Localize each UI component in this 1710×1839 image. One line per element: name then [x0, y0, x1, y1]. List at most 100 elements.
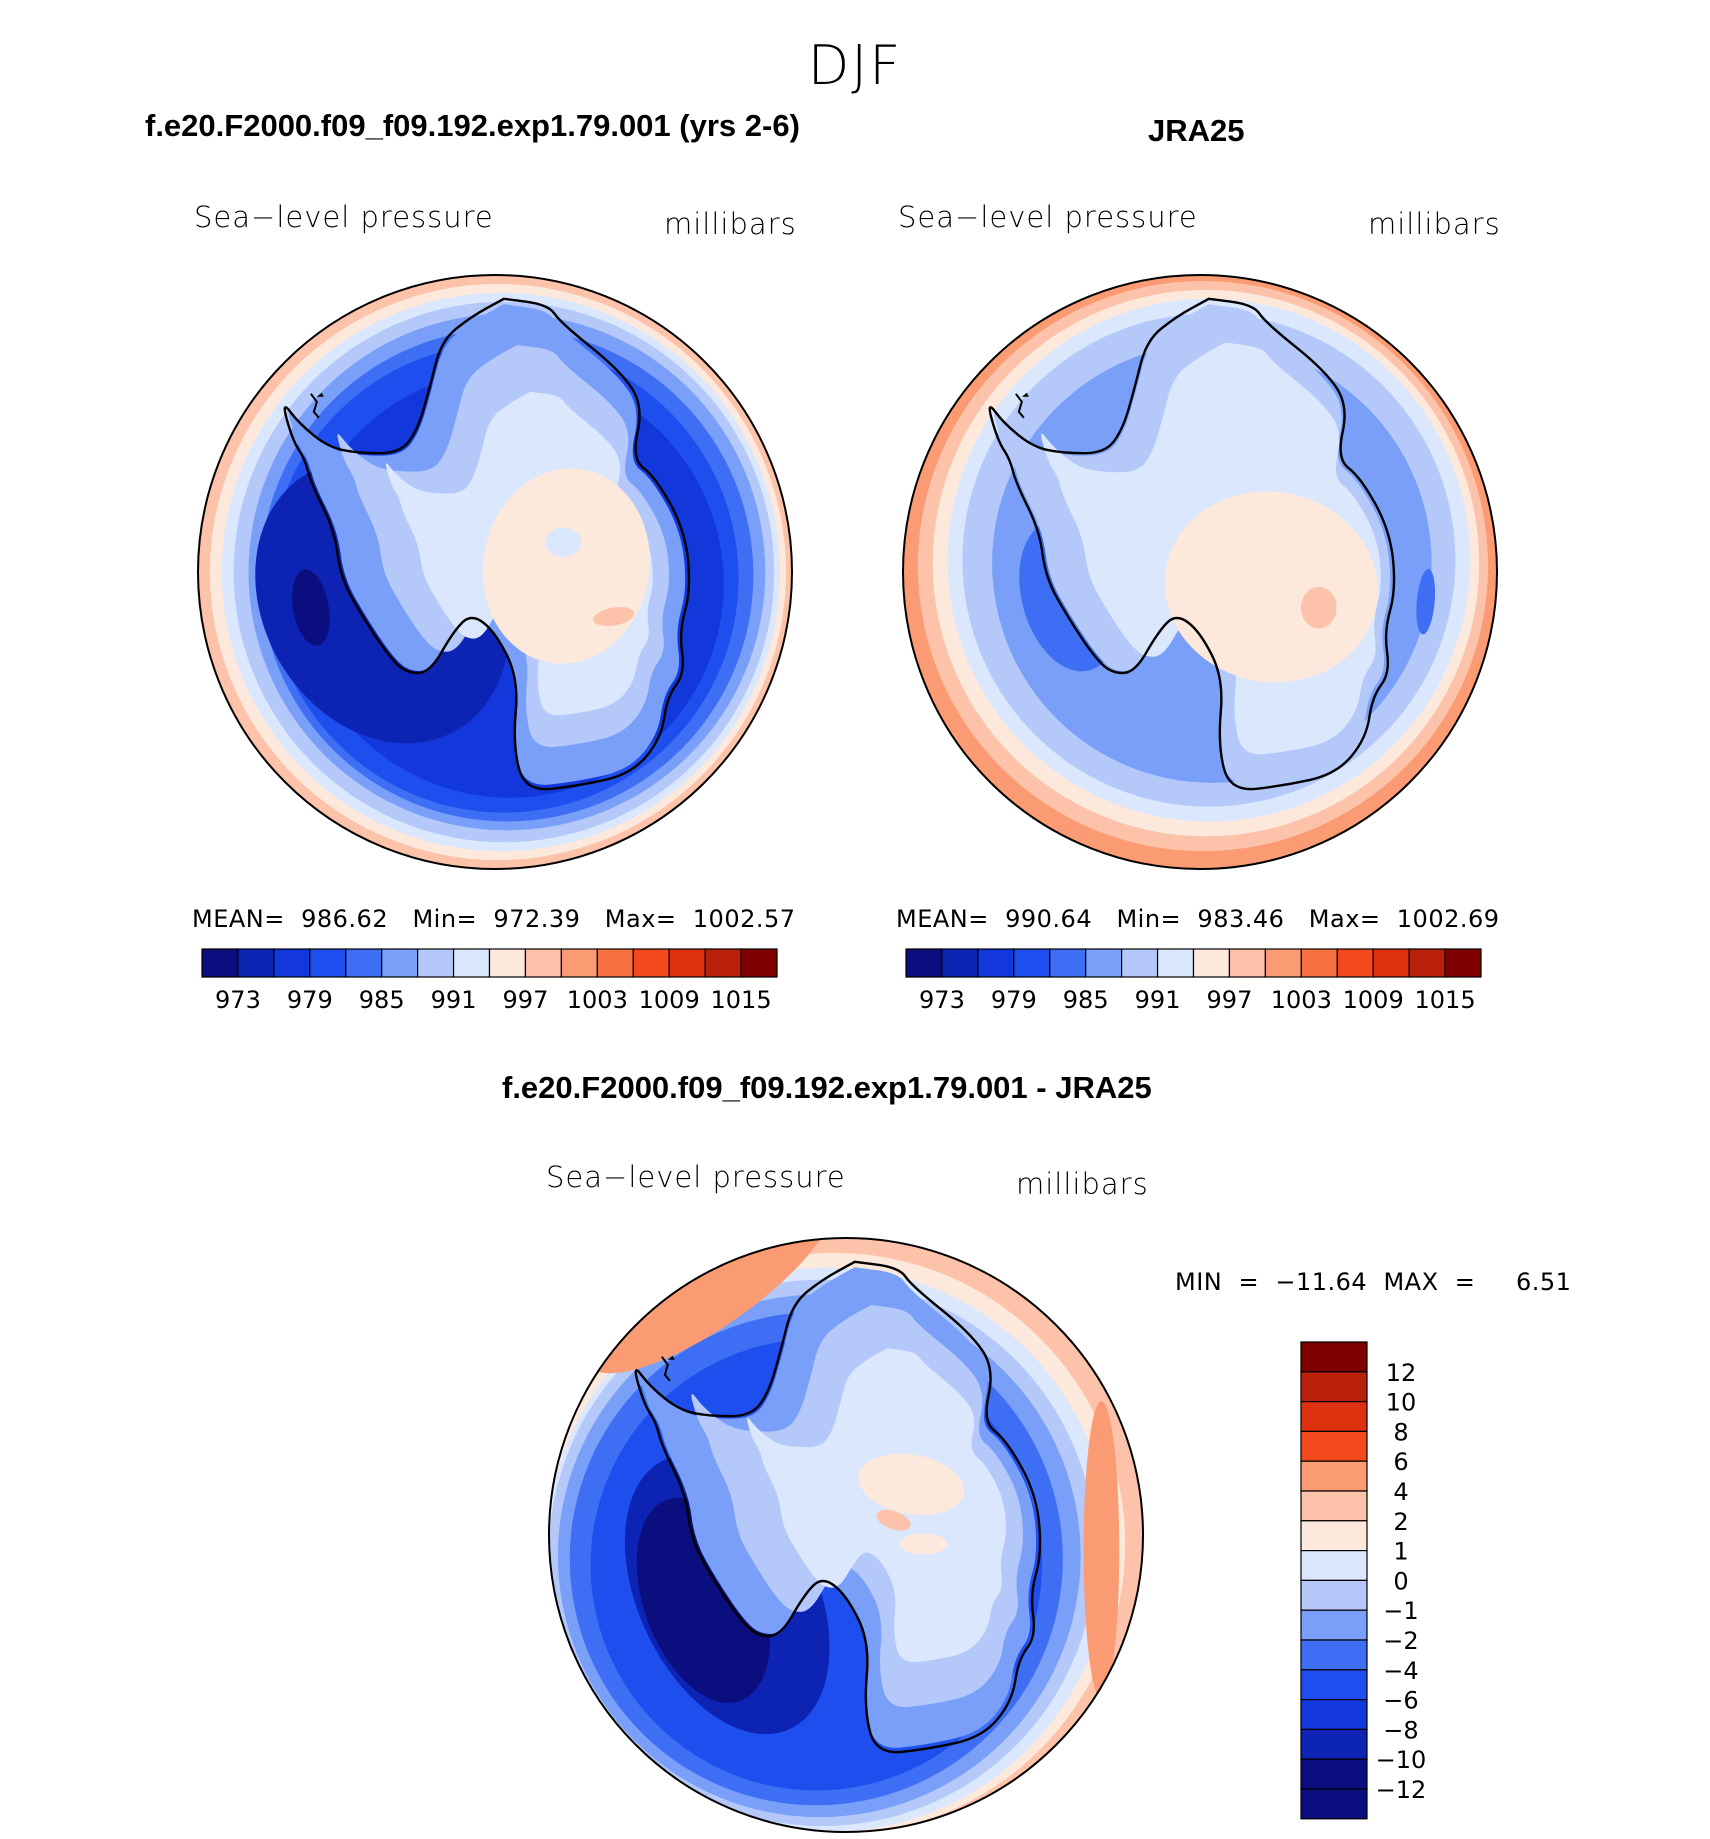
panel-3-colorbar-box-0 [1300, 1341, 1368, 1373]
panel-1-colorbar-box-6 [417, 948, 455, 978]
panel-1-colorbar-tick-label: 997 [503, 986, 549, 1014]
panel-1-colorbar-tick-label: 991 [431, 986, 477, 1014]
panel-3-continent-band-2 [747, 1348, 1006, 1663]
panel-1-south-america-tip [310, 393, 320, 419]
panel-3-colorbar-tick-label: 6 [1393, 1448, 1408, 1476]
panel-3-colorbar-box-9 [1300, 1609, 1368, 1641]
panel-2-colorbar-box-8 [1192, 948, 1231, 978]
panel-3-colorbar-tick-label: 12 [1386, 1359, 1417, 1387]
panel-1-colorbar-box-3 [309, 948, 347, 978]
panel-1-colorbar-box-8 [488, 948, 527, 978]
panel-3-interior-feature-2 [899, 1533, 947, 1555]
panel-2-map-boundary [902, 274, 1498, 870]
panel-2-colorbar-box-12 [1336, 948, 1374, 978]
panel-3-colorbar-box-2 [1300, 1400, 1368, 1432]
panel-1-colorbar-tick-label: 985 [359, 986, 405, 1014]
panel-2-colorbar-box-1 [941, 948, 979, 978]
panel-3-colorbar-box-1 [1300, 1371, 1368, 1403]
panel-3-contour-feature-0 [584, 1238, 835, 1374]
panel-2-colorbar-tick-label: 1015 [1415, 986, 1476, 1014]
panel-2-stats: MEAN= 990.64 Min= 983.46 Max= 1002.69 [896, 905, 1500, 933]
panel-2-colorbar: 973 979 985 991 997 1003 1009 1015 [905, 948, 1482, 1014]
panel-2-colorbar-box-3 [1013, 948, 1051, 978]
panel-2-colorbar-tick-label: 991 [1135, 986, 1181, 1014]
panel-2-title: JRA25 [1148, 113, 1245, 148]
panel-1-colorbar-box-11 [596, 948, 634, 978]
panel-3-colorbar-tick-label: −8 [1383, 1716, 1418, 1744]
panel-1-colorbar-box-2 [273, 948, 311, 978]
panel-1-island [316, 392, 324, 397]
panel-2-colorbar-box-5 [1085, 948, 1123, 978]
panel-3-island [560, 1391, 573, 1402]
panel-3-map-boundary [548, 1237, 1144, 1833]
panel-3-title: f.e20.F2000.f09_f09.192.exp1.79.001 - JR… [502, 1070, 1152, 1105]
panel-1-colorbar-tick-label: 1009 [639, 986, 700, 1014]
panel-2-colorbar-tick-label: 985 [1063, 986, 1109, 1014]
panel-3-colorbar-tick-label: 8 [1393, 1418, 1408, 1446]
panel-1-map-boundary [197, 274, 793, 870]
panel-1-colorbar-tick-label: 1015 [711, 986, 772, 1014]
panel-2-colorbar-box-14 [1408, 948, 1446, 978]
panel-1-colorbar-box-13 [668, 948, 706, 978]
panel-2-colorbar-box-7 [1156, 948, 1195, 978]
panel-1-stats: MEAN= 986.62 Min= 972.39 Max= 1002.57 [192, 905, 796, 933]
panel-3-polar-map [548, 1237, 1144, 1833]
panel-1-polar-map [197, 274, 793, 870]
panel-1-colorbar-box-14 [704, 948, 742, 978]
season-title: DJF [807, 34, 903, 97]
panel-1-interior-feature-2 [593, 607, 635, 627]
panel-2-colorbar-tick-label: 973 [919, 986, 965, 1014]
panel-3-colorbar-box-10 [1300, 1639, 1368, 1671]
panel-2-colorbar-box-6 [1121, 948, 1159, 978]
panel-1-variable-label: Sea−level pressure [194, 200, 494, 234]
panel-1-colorbar: 973 979 985 991 997 1003 1009 1015 [201, 948, 778, 1014]
panel-1-island [209, 428, 222, 439]
panel-2-colorbar-box-0 [905, 948, 943, 978]
panel-2-colorbar-box-11 [1300, 948, 1338, 978]
panel-3-variable-label: Sea−level pressure [546, 1160, 846, 1194]
panel-3-colorbar-box-13 [1300, 1728, 1368, 1760]
panel-2-south-america-tip [1015, 393, 1025, 419]
panel-3-colorbar-tick-label: 4 [1393, 1478, 1408, 1506]
panel-3-antarctica-coastline [634, 1260, 1042, 1754]
panel-2-interior-feature-0 [1164, 491, 1378, 683]
panel-3-colorbar-tick-label: −12 [1376, 1776, 1427, 1804]
panel-3-colorbar-tick-label: 1 [1393, 1538, 1408, 1566]
panel-1-colorbar-box-9 [524, 948, 562, 978]
panel-1-colorbar-box-1 [237, 948, 275, 978]
panel-2-contour-feature-2 [1416, 569, 1436, 635]
panel-3-colorbar-box-4 [1300, 1460, 1368, 1492]
panel-3-colorbar-box-11 [1300, 1669, 1368, 1701]
panel-3-interior-feature-1 [876, 1509, 911, 1531]
panel-3-interior-feature-0 [858, 1453, 965, 1516]
panel-2-colorbar-tick-label: 1003 [1271, 986, 1332, 1014]
panel-3-south-america-tip [661, 1356, 671, 1382]
panel-3-colorbar-box-8 [1300, 1579, 1368, 1611]
panel-1-colorbar-box-12 [632, 948, 670, 978]
panel-3-island [667, 1355, 675, 1360]
panel-2-colorbar-box-9 [1228, 948, 1266, 978]
panel-2-colorbar-box-13 [1372, 948, 1410, 978]
panel-2-variable-label: Sea−level pressure [898, 200, 1198, 234]
panel-2-island [1021, 392, 1029, 397]
panel-2-interior-feature-1 [1300, 586, 1337, 629]
panel-3-colorbar-tick-label: 2 [1393, 1508, 1408, 1536]
panel-2-units-label: millibars [1368, 207, 1501, 241]
panel-2-antarctica-coastline [988, 297, 1396, 791]
panel-1-interior-feature-1 [545, 527, 582, 558]
panel-3-colorbar-box-12 [1300, 1699, 1368, 1731]
panel-3-colorbar-box-5 [1300, 1490, 1368, 1522]
panel-3-colorbar-tick-label: −2 [1383, 1627, 1418, 1655]
panel-1-colorbar-tick-label: 979 [287, 986, 333, 1014]
panel-3-colorbar-box-7 [1300, 1550, 1368, 1582]
panel-3-colorbar-tick-label: −10 [1376, 1746, 1427, 1774]
panel-3-colorbar-box-15 [1300, 1788, 1368, 1820]
panel-2-colorbar-box-10 [1264, 948, 1302, 978]
panel-1-units-label: millibars [664, 207, 797, 241]
panel-1-colorbar-tick-label: 1003 [567, 986, 628, 1014]
panel-1-colorbar-box-7 [452, 948, 491, 978]
panel-3-colorbar-box-6 [1300, 1520, 1368, 1552]
panel-1-colorbar-box-0 [201, 948, 239, 978]
panel-3-colorbar-tick-label: −6 [1383, 1687, 1418, 1715]
panel-2-island [914, 428, 927, 439]
